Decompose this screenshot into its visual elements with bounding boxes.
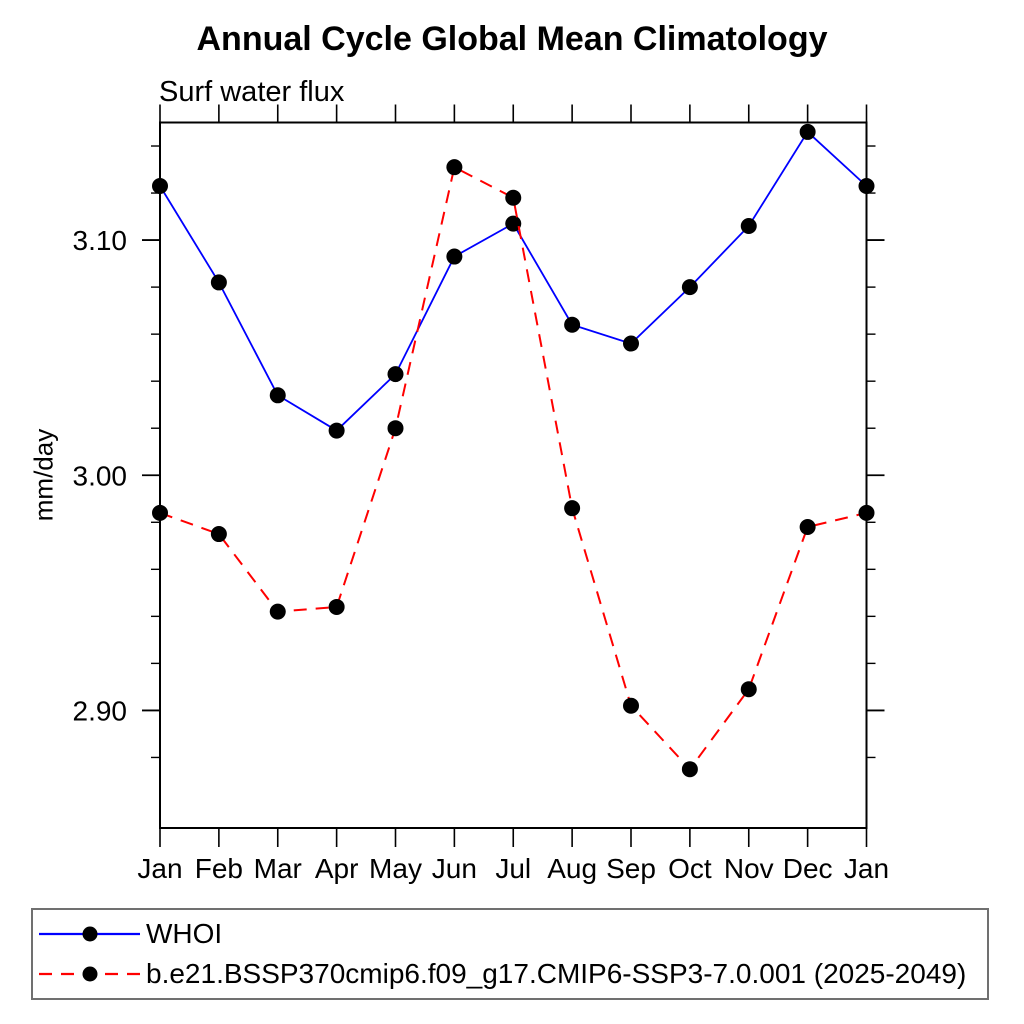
x-tick-label: Jan [844,853,889,884]
legend-label: b.e21.BSSP370cmip6.f09_g17.CMIP6-SSP3-7.… [146,958,967,989]
data-point-1-Jan [858,504,875,521]
data-point-0-Jan [858,177,875,194]
x-tick-label: May [369,853,422,884]
legend-entry-ssp370: b.e21.BSSP370cmip6.f09_g17.CMIP6-SSP3-7.… [38,956,966,992]
data-point-0-Feb [210,274,227,291]
data-point-0-May [387,366,404,383]
legend-marker-dot-icon [82,926,98,942]
x-tick-label: Aug [547,853,597,884]
legend-label: WHOI [146,918,223,949]
y-tick-label: 3.00 [73,460,128,491]
x-tick-label: Feb [195,853,243,884]
legend-marker-dot-icon [82,966,98,982]
x-tick-label: Mar [254,853,302,884]
data-point-1-Aug [564,500,581,517]
legend-entry-whoi: WHOI [38,916,222,952]
data-point-0-Sep [623,335,639,352]
data-point-1-Sep [623,697,639,714]
data-point-1-Nov [740,681,757,698]
legend-box: WHOI b.e21.BSSP370cmip6.f09_g17.CMIP6-SS… [31,908,989,1000]
series-line-1 [159,165,867,771]
legend-solid-line-icon [39,926,140,942]
data-point-1-Dec [799,518,816,535]
x-tick-label: Apr [315,853,359,884]
data-point-1-Mar [269,603,286,620]
chart-title: Annual Cycle Global Mean Climatology [196,20,828,58]
data-point-0-Nov [740,217,757,234]
data-point-0-Jun [446,248,463,265]
data-point-1-May [387,420,404,437]
data-point-1-Oct [681,761,698,778]
x-tick-label: Sep [606,853,656,884]
x-tick-label: Nov [724,853,774,884]
y-tick-label: 2.90 [73,695,128,726]
data-point-1-Jul [505,189,522,206]
data-point-0-Jan [152,177,168,194]
x-tick-label: Jun [432,853,477,884]
legend-dashed-line-icon [39,966,140,982]
data-point-0-Jul [505,215,522,232]
chart-subtitle: Surf water flux [159,76,345,108]
series-line-0 [159,130,868,432]
data-point-0-Dec [799,123,816,140]
data-point-1-Jun [446,159,463,176]
data-point-0-Mar [269,387,286,404]
data-point-0-Oct [681,279,698,296]
data-point-1-Feb [210,526,227,543]
data-point-1-Apr [328,598,345,615]
data-point-0-Apr [328,422,345,439]
y-tick-label: 3.10 [73,225,128,256]
x-tick-label: Jul [495,853,531,884]
x-tick-label: Oct [668,853,712,884]
x-tick-label: Dec [783,853,833,884]
data-point-1-Jan [152,504,168,521]
data-point-0-Aug [564,316,581,333]
x-tick-label: Jan [137,853,182,884]
